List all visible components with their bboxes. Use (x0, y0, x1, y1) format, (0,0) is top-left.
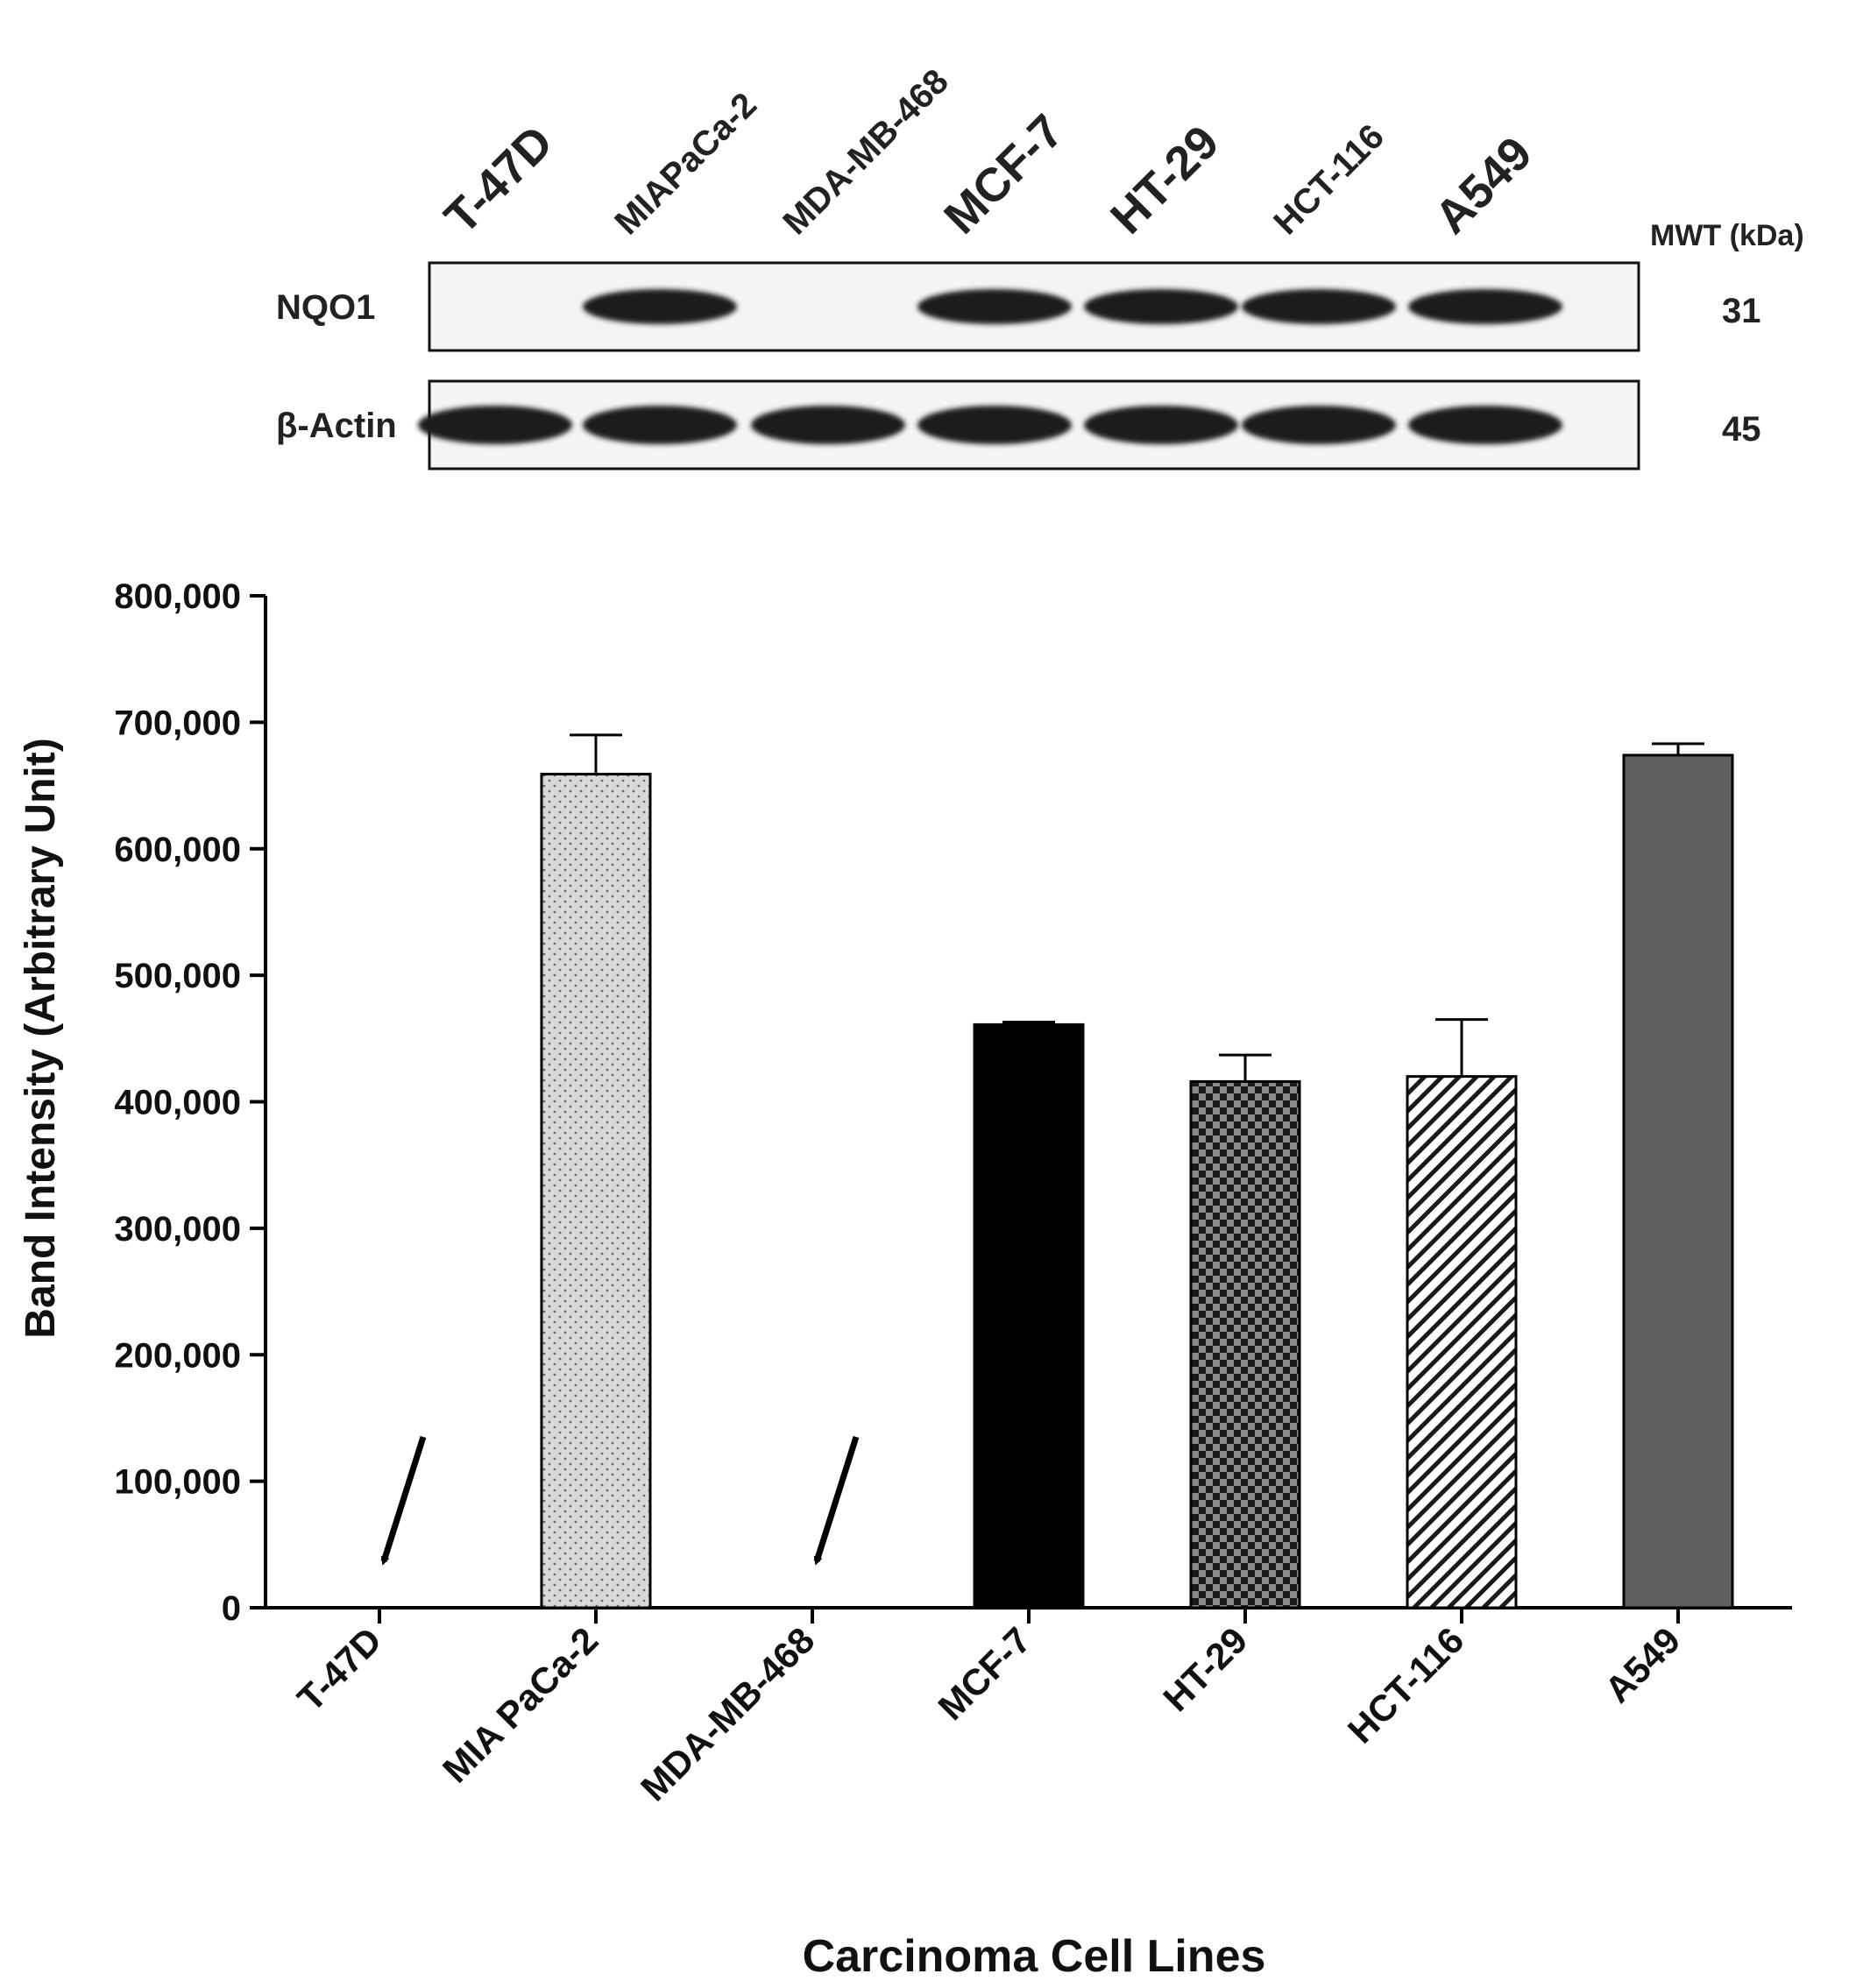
bar (540, 773, 652, 1610)
blot-mwt-value: 45 (1722, 410, 1761, 449)
blot-band (583, 289, 737, 324)
y-tick-label: 600,000 (114, 831, 241, 869)
x-tick-label: HT-29 (1155, 1619, 1255, 1719)
blot-band (1084, 289, 1238, 324)
bar (973, 1022, 1085, 1610)
arrow-icon (380, 1435, 427, 1566)
blot-band (1084, 406, 1238, 444)
blot-band (751, 406, 905, 444)
x-tick-label: MCF-7 (930, 1619, 1038, 1728)
arrow-icon (813, 1435, 860, 1566)
bar (1622, 753, 1734, 1610)
lane-label: MCF-7 (934, 104, 1073, 244)
blot-rows: NQO1 31 β-Actin 45 (276, 261, 1761, 470)
lane-label: T-47D (435, 116, 563, 244)
lane-label: MIAPaCa-2 (607, 85, 764, 242)
blot-band (1408, 289, 1562, 324)
y-tick-label: 200,000 (114, 1336, 241, 1375)
y-tick-label: 700,000 (114, 704, 241, 742)
x-tick-label: T-47D (289, 1619, 389, 1719)
y-tick-label: 300,000 (114, 1210, 241, 1249)
blot-row: β-Actin 45 (276, 379, 1761, 470)
blot-band (1242, 406, 1396, 444)
lane-label: MDA-MB-468 (776, 62, 956, 243)
x-tick-label: MDA-MB-468 (633, 1619, 822, 1808)
y-axis: 0 100,000 200,000 300,000 400,000 500,000 600,… (114, 577, 267, 1628)
y-tick-label: 400,000 (114, 1084, 241, 1122)
bar (1406, 1075, 1518, 1610)
blot-band (418, 406, 572, 444)
x-tick-label: A549 (1597, 1619, 1688, 1710)
blot-row: NQO1 31 (276, 261, 1761, 352)
y-tick-label: 0 (222, 1589, 241, 1628)
y-tick-label: 500,000 (114, 957, 241, 995)
x-tick-label: HCT-116 (1340, 1619, 1471, 1751)
x-axis: T-47D MIA PaCa-2 MDA-MB-468 MCF-7 HT-29 HCT-1… (266, 1606, 1792, 1809)
lane-label: A549 (1425, 127, 1542, 244)
blot-mwt-value: 31 (1722, 292, 1761, 330)
blot-band (583, 406, 737, 444)
y-tick-label: 100,000 (114, 1463, 241, 1502)
blot-band (917, 289, 1072, 324)
mwt-header: MWT (kDa) (1650, 219, 1804, 252)
y-axis-title: Band Intensity (Arbitrary Unit) (18, 738, 64, 1338)
blot-band (917, 406, 1072, 444)
bar (1189, 1079, 1301, 1610)
bar-chart: 0 100,000 200,000 300,000 400,000 500,000 600,… (18, 577, 1792, 1982)
x-tick-label: MIA PaCa-2 (435, 1619, 606, 1791)
blot-row-label: NQO1 (276, 288, 375, 327)
blot-row-label: β-Actin (276, 407, 397, 445)
lane-label: HT-29 (1101, 116, 1229, 244)
bars (540, 733, 1734, 1610)
x-axis-title: Carcinoma Cell Lines (803, 1931, 1266, 1982)
lane-label: HCT-116 (1266, 117, 1392, 243)
y-tick-label: 800,000 (114, 577, 241, 616)
arrows (380, 1435, 860, 1566)
blot-band (1408, 406, 1562, 444)
blot-band (1242, 289, 1396, 324)
